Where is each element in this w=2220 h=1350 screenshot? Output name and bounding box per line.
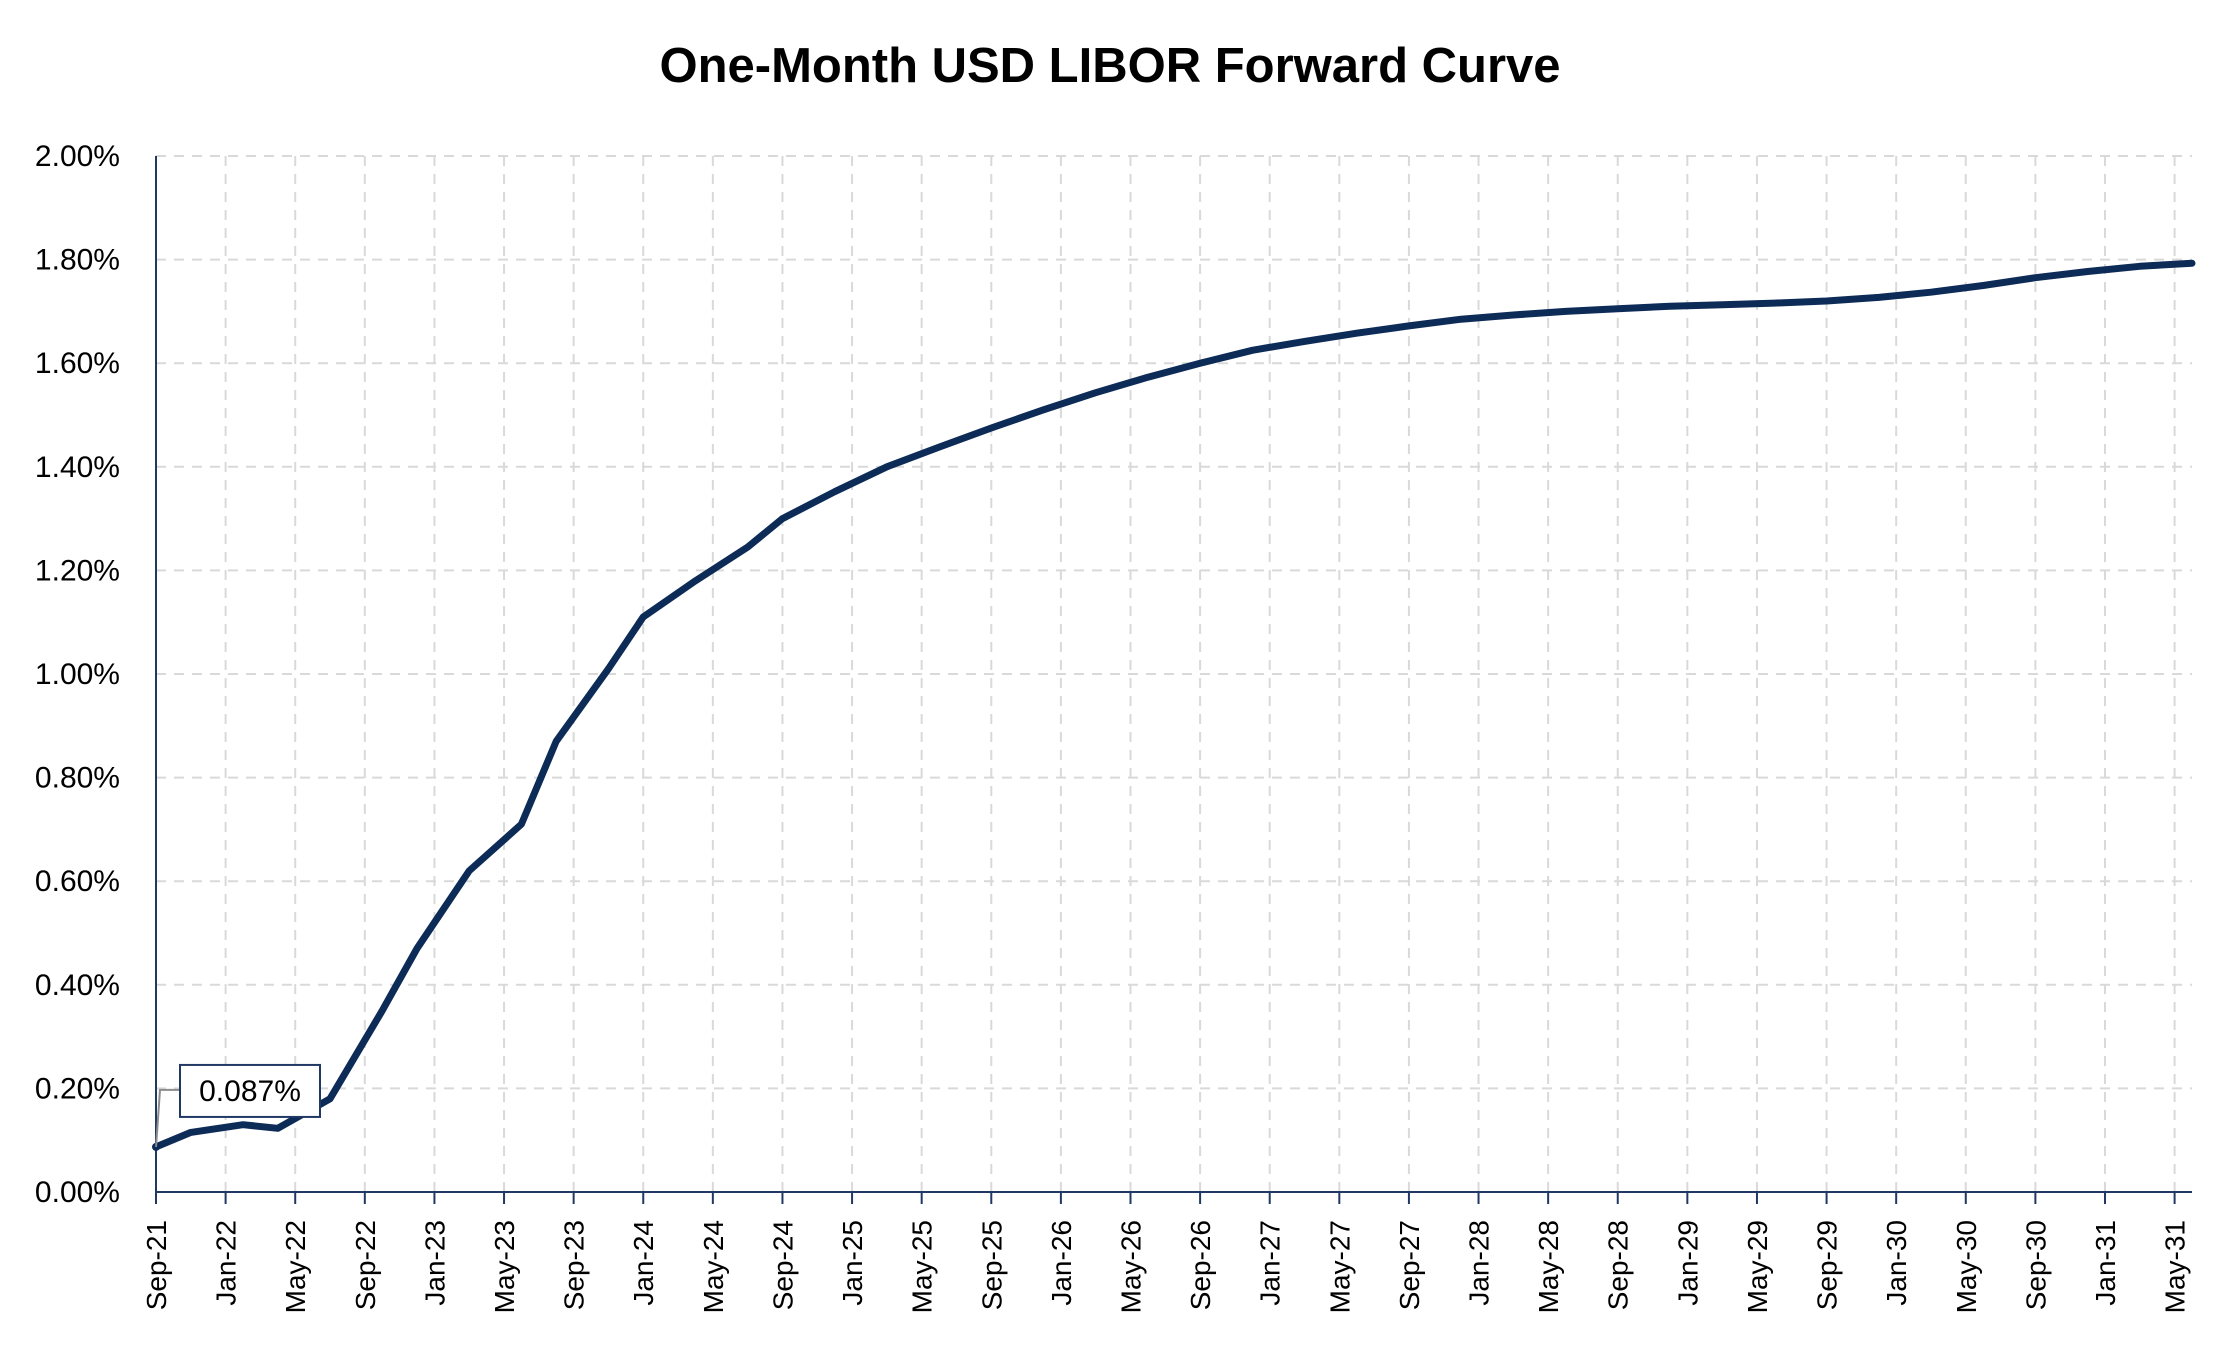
x-tick-label: Jan-29 [1672,1220,1703,1306]
x-tick-label: Sep-27 [1394,1220,1425,1310]
x-tick-label: May-24 [698,1220,729,1313]
y-tick-label: 0.20% [35,1072,120,1105]
x-tick-label: May-26 [1115,1220,1146,1313]
callout-layer: 0.087% [152,1063,321,1151]
x-tick-label: May-22 [280,1220,311,1313]
x-tick-label: Jan-25 [837,1220,868,1306]
x-tick-label: May-23 [489,1220,520,1313]
series-layer [152,259,2196,1151]
callout-box [179,1063,321,1118]
x-tick-label: Sep-24 [767,1220,798,1310]
x-tick-label: Jan-24 [628,1220,659,1306]
x-tick-label: May-30 [1951,1220,1982,1313]
y-tick-label: 0.40% [35,969,120,1002]
y-tick-label: 0.80% [35,762,120,795]
x-tick-label: May-31 [2160,1220,2191,1313]
x-tick-label: Sep-29 [1812,1220,1843,1310]
x-axis-ticks: Sep-21 Jan-22 May-22 Sep-22 Jan-23 May-23 Sep-… [141,1220,2191,1313]
callout-leader [155,1088,180,1148]
y-tick-label: 0.00% [35,1176,120,1209]
x-tick-label: Sep-22 [350,1220,381,1310]
x-tick-label: Jan-23 [419,1220,450,1306]
x-tick-label: Jan-22 [211,1220,242,1306]
x-tick-label: Sep-25 [976,1220,1007,1310]
x-tick-label: Jan-28 [1464,1220,1495,1306]
x-tick-label: May-25 [907,1220,938,1313]
x-tick-label: May-29 [1742,1220,1773,1313]
chart-title: One-Month USD LIBOR Forward Curve [659,39,1561,93]
y-tick-label: 1.80% [35,244,120,277]
x-tick-label: May-28 [1533,1220,1564,1313]
y-tick-label: 1.60% [35,347,120,380]
axes [155,156,2192,1204]
y-tick-label: 0.60% [35,865,120,898]
y-tick-label: 1.00% [35,658,120,691]
x-tick-label: May-27 [1324,1220,1355,1313]
y-tick-label: 2.00% [35,140,120,173]
x-tick-label: Jan-26 [1046,1220,1077,1306]
x-tick-label: Sep-26 [1185,1220,1216,1310]
x-tick-label: Sep-23 [559,1220,590,1310]
y-axis-ticks: 0.00% 0.20% 0.40% 0.60% 0.80% 1.00% 1.20% 1.40%… [35,140,120,1209]
x-tick-label: Jan-31 [2090,1220,2121,1306]
x-tick-label: Sep-21 [141,1220,172,1310]
y-tick-label: 1.20% [35,554,120,587]
grid-lines [156,155,2192,1192]
x-tick-label: Sep-28 [1603,1220,1634,1310]
y-tick-label: 1.40% [35,451,120,484]
data-label: 0.087% [199,1075,301,1108]
x-tick-label: Jan-27 [1255,1220,1286,1306]
series-line [152,259,2196,1151]
x-tick-label: Sep-30 [2020,1220,2051,1310]
x-tick-label: Jan-30 [1881,1220,1912,1306]
